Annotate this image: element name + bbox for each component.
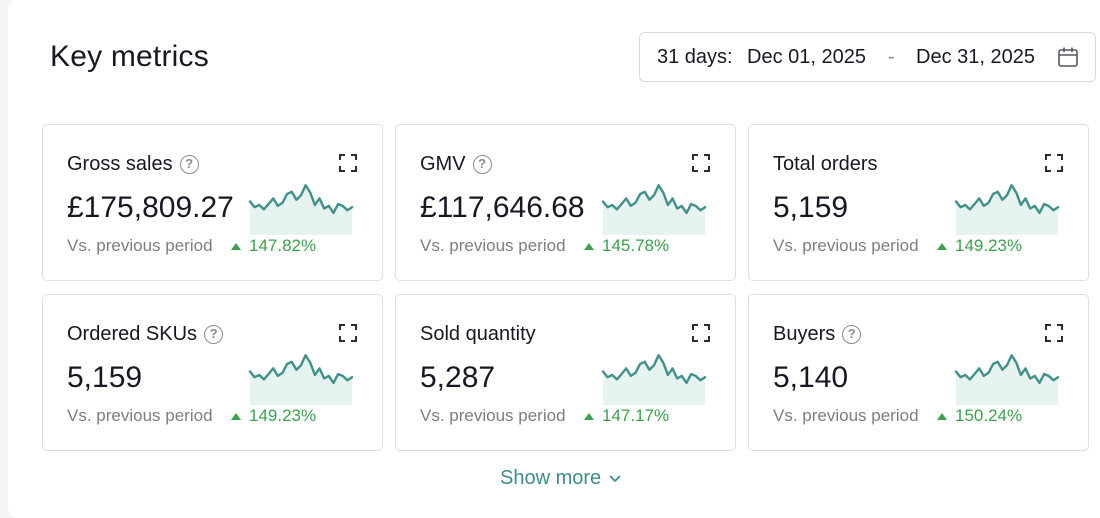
sparkline-chart	[248, 353, 354, 405]
metric-change-value: 149.23%	[249, 406, 317, 425]
metric-card[interactable]: Sold quantity 5,287 Vs. previous period 147…	[395, 294, 736, 451]
metric-change: 145.78%	[584, 236, 669, 256]
metric-card[interactable]: Ordered SKUs? 5,159 Vs. previous period 149…	[42, 294, 383, 451]
metric-compare-label: Vs. previous period	[67, 236, 213, 255]
date-range-end[interactable]: Dec 31, 2025	[916, 46, 1035, 68]
metric-label-text: GMV	[420, 153, 466, 175]
trend-up-icon	[937, 412, 947, 420]
help-icon[interactable]: ?	[179, 155, 199, 174]
metric-label: GMV?	[420, 153, 492, 176]
metric-label: Sold quantity	[420, 323, 536, 346]
metric-change-value: 147.82%	[249, 236, 317, 255]
metric-label: Ordered SKUs?	[67, 323, 224, 346]
metric-change-value: 149.23%	[955, 236, 1023, 255]
sparkline-chart	[601, 183, 707, 235]
metric-value: £117,646.68	[420, 191, 585, 224]
date-range-separator: -	[888, 46, 895, 68]
help-icon[interactable]: ?	[204, 325, 224, 344]
metric-value: 5,159	[773, 191, 849, 224]
metric-compare-label: Vs. previous period	[773, 406, 919, 425]
metric-label-text: Sold quantity	[420, 323, 536, 345]
sparkline-chart	[248, 183, 354, 235]
trend-up-icon	[584, 242, 594, 250]
sparkline-chart	[954, 353, 1060, 405]
metric-change: 149.23%	[937, 236, 1022, 256]
sparkline-chart	[601, 353, 707, 405]
date-range-picker[interactable]: 31 days: Dec 01, 2025 - Dec 31, 2025	[639, 32, 1096, 82]
help-icon[interactable]: ?	[842, 325, 862, 344]
metric-label: Gross sales?	[67, 153, 199, 176]
expand-icon[interactable]	[339, 154, 357, 172]
expand-icon[interactable]	[692, 324, 710, 342]
metric-value: 5,287	[420, 361, 496, 394]
metric-label-text: Total orders	[773, 153, 878, 175]
sparkline-chart	[954, 183, 1060, 235]
metric-change-value: 145.78%	[602, 236, 670, 255]
date-range-start[interactable]: Dec 01, 2025	[747, 46, 866, 68]
page-title: Key metrics	[50, 40, 209, 73]
show-more-label[interactable]: Show more	[500, 467, 602, 489]
metric-value: 5,159	[67, 361, 143, 394]
chevron-down-icon	[609, 475, 621, 482]
metric-value: £175,809.27	[67, 191, 234, 224]
date-range-prefix: 31 days:	[657, 46, 733, 68]
trend-up-icon	[937, 242, 947, 250]
metric-compare-label: Vs. previous period	[67, 406, 213, 425]
metric-label: Total orders	[773, 153, 878, 176]
metric-change-value: 147.17%	[602, 406, 670, 425]
expand-icon[interactable]	[1045, 324, 1063, 342]
metric-label: Buyers?	[773, 323, 862, 346]
metric-card[interactable]: GMV? £117,646.68 Vs. previous period 145.78…	[395, 124, 736, 281]
metric-label-text: Gross sales	[67, 153, 173, 175]
help-icon[interactable]: ?	[472, 155, 492, 174]
metric-value: 5,140	[773, 361, 849, 394]
expand-icon[interactable]	[339, 324, 357, 342]
metric-change: 149.23%	[231, 406, 316, 426]
trend-up-icon	[584, 412, 594, 420]
trend-up-icon	[231, 242, 241, 250]
metric-label-text: Buyers	[773, 323, 836, 345]
metric-change: 147.17%	[584, 406, 669, 426]
metric-change-value: 150.24%	[955, 406, 1023, 425]
expand-icon[interactable]	[692, 154, 710, 172]
expand-icon[interactable]	[1045, 154, 1063, 172]
trend-up-icon	[231, 412, 241, 420]
metric-label-text: Ordered SKUs	[67, 323, 198, 345]
metric-change: 150.24%	[937, 406, 1022, 426]
metric-card[interactable]: Gross sales? £175,809.27 Vs. previous peri…	[42, 124, 383, 281]
metric-card[interactable]: Buyers? 5,140 Vs. previous period 150.24%	[748, 294, 1089, 451]
metric-card[interactable]: Total orders 5,159 Vs. previous period 149.…	[748, 124, 1089, 281]
metric-change: 147.82%	[231, 236, 316, 256]
metric-compare-label: Vs. previous period	[420, 236, 566, 255]
show-more-button[interactable]: Show more	[500, 467, 621, 490]
calendar-icon[interactable]	[1057, 46, 1079, 68]
metric-compare-label: Vs. previous period	[773, 236, 919, 255]
metric-compare-label: Vs. previous period	[420, 406, 566, 425]
